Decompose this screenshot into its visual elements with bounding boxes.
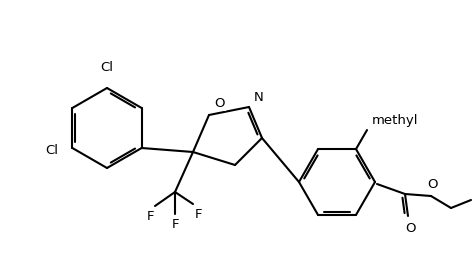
- Text: O: O: [214, 97, 225, 110]
- Text: Cl: Cl: [45, 143, 59, 157]
- Text: methyl: methyl: [372, 114, 419, 127]
- Text: F: F: [146, 210, 154, 223]
- Text: F: F: [171, 218, 179, 231]
- Text: O: O: [406, 222, 416, 235]
- Text: F: F: [194, 208, 202, 221]
- Text: O: O: [428, 178, 438, 191]
- Text: N: N: [254, 91, 264, 104]
- Text: Cl: Cl: [101, 61, 113, 74]
